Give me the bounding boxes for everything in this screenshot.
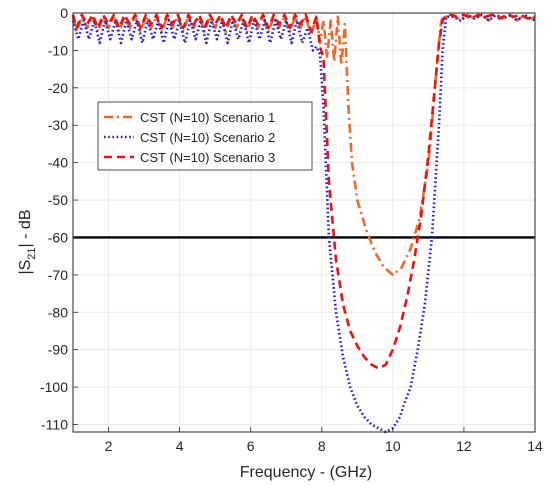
legend-label-scenario-3: CST (N=10) Scenario 3 bbox=[140, 150, 275, 165]
legend-label-scenario-2: CST (N=10) Scenario 2 bbox=[140, 130, 275, 145]
x-axis-label: Frequency - (GHz) bbox=[240, 464, 372, 481]
x-tick-label: 4 bbox=[176, 438, 184, 454]
series-layer bbox=[71, 13, 536, 434]
y-tick-label: -100 bbox=[40, 379, 68, 395]
y-axis-label: |S21| - dB bbox=[17, 209, 38, 274]
y-tick-label: -80 bbox=[48, 304, 68, 320]
x-tick-label: 6 bbox=[247, 438, 255, 454]
x-tick-label: 8 bbox=[318, 438, 326, 454]
series-line-scenario-3 bbox=[71, 13, 536, 370]
y-tick-label: -40 bbox=[48, 155, 68, 171]
x-tick-label: 14 bbox=[527, 438, 543, 454]
y-tick-label: -20 bbox=[48, 80, 68, 96]
y-tick-label: -60 bbox=[48, 229, 68, 245]
y-tick-label: -10 bbox=[48, 42, 68, 58]
y-tick-label: -30 bbox=[48, 117, 68, 133]
y-axis-label-main: |S bbox=[17, 260, 34, 275]
y-axis-label-subscript: 21 bbox=[26, 247, 38, 259]
legend-box bbox=[97, 101, 313, 171]
y-tick-label: -50 bbox=[48, 192, 68, 208]
y-tick-label: 0 bbox=[60, 5, 68, 21]
series-line-scenario-2 bbox=[71, 13, 536, 434]
legend: CST (N=10) Scenario 1 CST (N=10) Scenario… bbox=[97, 101, 313, 171]
plot-area-frame bbox=[72, 12, 536, 433]
y-axis-label-tail: | - dB bbox=[17, 209, 34, 247]
y-tick-label: -70 bbox=[48, 267, 68, 283]
legend-label-scenario-1: CST (N=10) Scenario 1 bbox=[140, 110, 275, 125]
y-tick-label: -110 bbox=[41, 417, 68, 433]
x-tick-label: 12 bbox=[456, 438, 472, 454]
x-tick-label: 2 bbox=[105, 438, 113, 454]
x-tick-label: 10 bbox=[385, 438, 401, 454]
axis-ticks: 2 4 6 8 10 12 14 0 -10 -20 -30 -40 -50 -60 -70 -80 -90 -1… bbox=[40, 5, 543, 454]
y-tick-label: -90 bbox=[48, 342, 68, 358]
